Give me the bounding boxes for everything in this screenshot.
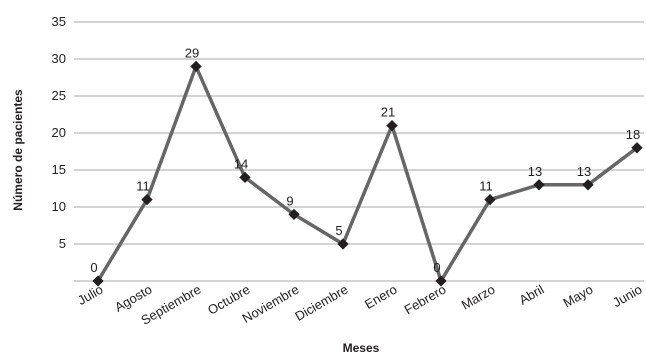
- y-tick-label: 25: [52, 88, 66, 103]
- data-label: 18: [626, 127, 640, 142]
- data-label: 0: [433, 260, 440, 275]
- y-tick-label: 15: [52, 162, 66, 177]
- y-tick-label: 20: [52, 125, 66, 140]
- series-line: [96, 64, 639, 283]
- data-markers: [92, 60, 643, 287]
- y-axis-ticks: 5 10 15 20 25 30 35: [52, 14, 66, 251]
- data-label: 21: [381, 105, 395, 120]
- x-tick-label: Mayo: [560, 282, 595, 311]
- data-label: 14: [234, 156, 248, 171]
- data-marker: [582, 179, 594, 191]
- series-polyline: [96, 64, 639, 283]
- data-marker: [239, 171, 251, 184]
- data-label: 5: [335, 223, 342, 238]
- data-marker: [386, 119, 398, 132]
- data-label: 11: [479, 179, 493, 194]
- x-tick-label: Noviembre: [240, 282, 302, 326]
- data-marker: [435, 275, 447, 287]
- x-tick-label: Julio: [75, 282, 106, 308]
- data-label: 0: [90, 260, 97, 275]
- x-tick-label: Enero: [362, 282, 400, 312]
- y-tick-label: 5: [59, 236, 66, 251]
- y-tick-label: 10: [52, 199, 66, 214]
- data-label: 29: [185, 45, 199, 60]
- data-marker: [141, 193, 153, 206]
- data-labels: 0 11 29 14 9 5 21 0 11 13 13 18: [90, 45, 640, 275]
- data-label: 13: [528, 164, 542, 179]
- x-axis-title: Meses: [343, 341, 380, 355]
- data-label: 11: [136, 179, 150, 194]
- y-tick-label: 35: [52, 14, 66, 29]
- x-tick-label: Diciembre: [292, 282, 350, 324]
- data-marker: [533, 179, 545, 191]
- data-marker: [484, 193, 496, 206]
- data-label: 9: [286, 193, 293, 208]
- data-label: 13: [577, 164, 591, 179]
- grid-lines: [74, 21, 644, 245]
- data-marker: [288, 208, 300, 221]
- x-tick-label: Junio: [610, 282, 644, 311]
- x-tick-label: Febrero: [402, 282, 449, 318]
- data-marker: [631, 142, 643, 154]
- x-tick-label: Marzo: [459, 282, 498, 313]
- y-tick-label: 30: [52, 51, 66, 66]
- y-axis-title: Número de pacientes: [11, 89, 25, 211]
- data-marker: [190, 60, 202, 73]
- x-tick-label: Abril: [516, 282, 546, 308]
- data-marker: [337, 238, 349, 250]
